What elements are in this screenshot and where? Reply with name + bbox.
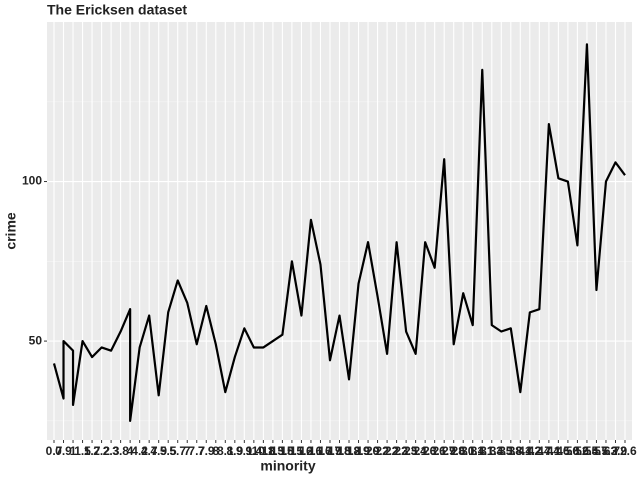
x-tick-label: 16.9 [318, 444, 342, 458]
x-tick-label: 31.1 [471, 444, 495, 458]
y-tick-label: 100 [22, 174, 42, 188]
x-tick-label: 9.4 [246, 444, 263, 458]
x-tick-label: 18.2 [337, 444, 361, 458]
x-axis-label: minority [260, 458, 315, 474]
x-tick-label: 30.4 [461, 444, 485, 458]
x-tick-label: 23.1 [404, 444, 428, 458]
x-tick-label: 33.3 [490, 444, 514, 458]
x-tick-label: 63.9 [604, 444, 628, 458]
x-tick-label: 52.4 [575, 444, 599, 458]
x-tick-label: 4.2 [131, 444, 148, 458]
chart-title: The Ericksen dataset [47, 2, 187, 18]
x-tick-label: 10.8 [252, 444, 276, 458]
x-tick-label: 28.1 [452, 444, 476, 458]
x-tick-label: 7.7 [188, 444, 205, 458]
x-tick-label: 19.9 [356, 444, 380, 458]
x-tick-label: 57.2 [594, 444, 618, 458]
x-tick-label: 4.9 [150, 444, 167, 458]
x-tick-label: 7.9 [198, 444, 215, 458]
x-tick-label: 42.7 [528, 444, 552, 458]
x-tick-label: 2.2 [93, 444, 110, 458]
x-tick-label: 31.4 [480, 444, 504, 458]
x-tick-label: 0.7 [46, 444, 63, 458]
x-tick-label: 8.1 [217, 444, 234, 458]
x-tick-label: 7 [184, 444, 191, 458]
x-tick-label: 11.5 [262, 444, 285, 458]
x-tick-label: 22.5 [394, 444, 418, 458]
x-tick-label: 26.1 [423, 444, 447, 458]
y-axis-label: crime [3, 212, 19, 250]
x-tick-label: 1.7 [84, 444, 101, 458]
x-tick-label: 55.5 [585, 444, 609, 458]
x-tick-label: 13.8 [271, 444, 295, 458]
x-tick-label: 24.3 [413, 444, 437, 458]
line [52, 43, 626, 422]
x-tick-label: 8 [212, 444, 219, 458]
y-tick-label: 50 [29, 333, 43, 347]
x-tick-label: 17.5 [328, 444, 352, 458]
x-tick-label: 44.1 [537, 444, 561, 458]
x-tick-label: 4.7 [141, 444, 158, 458]
x-tick-label: 4 [127, 444, 134, 458]
x-tick-label: 41.2 [518, 444, 542, 458]
x-tick-label: 1.5 [74, 444, 91, 458]
x-tick-label: 16.7 [309, 444, 333, 458]
x-tick-label: 15.1 [280, 444, 304, 458]
x-tick-label: 22.3 [385, 444, 409, 458]
x-tick-label: 38.4 [509, 444, 533, 458]
x-tick-label: 26.9 [433, 444, 457, 458]
x-tick-label: 20.2 [366, 444, 390, 458]
x-tick-label: 5.5 [160, 444, 177, 458]
x-tick-label: 0.9 [55, 444, 72, 458]
x-tick-label: 2.3 [103, 444, 120, 458]
x-tick-label: 1 [70, 444, 77, 458]
x-tick-label: 44.5 [547, 444, 571, 458]
x-tick-label: 8.9 [226, 444, 243, 458]
x-tick-label: 9.1 [236, 444, 253, 458]
x-tick-label: 27.6 [442, 444, 466, 458]
x-tick-label: 3.8 [112, 444, 129, 458]
x-tick-label: 35.8 [499, 444, 523, 458]
x-tick-label: 5.7 [169, 444, 186, 458]
x-tick-label: 16.1 [299, 444, 323, 458]
x-tick-label: 50.6 [566, 444, 590, 458]
x-tick-label: 72.6 [613, 444, 637, 458]
x-tick-label: 46.8 [556, 444, 580, 458]
x-tick-label: 18.9 [347, 444, 371, 458]
x-tick-label: 22.2 [375, 444, 399, 458]
x-tick-label: 15.2 [290, 444, 314, 458]
